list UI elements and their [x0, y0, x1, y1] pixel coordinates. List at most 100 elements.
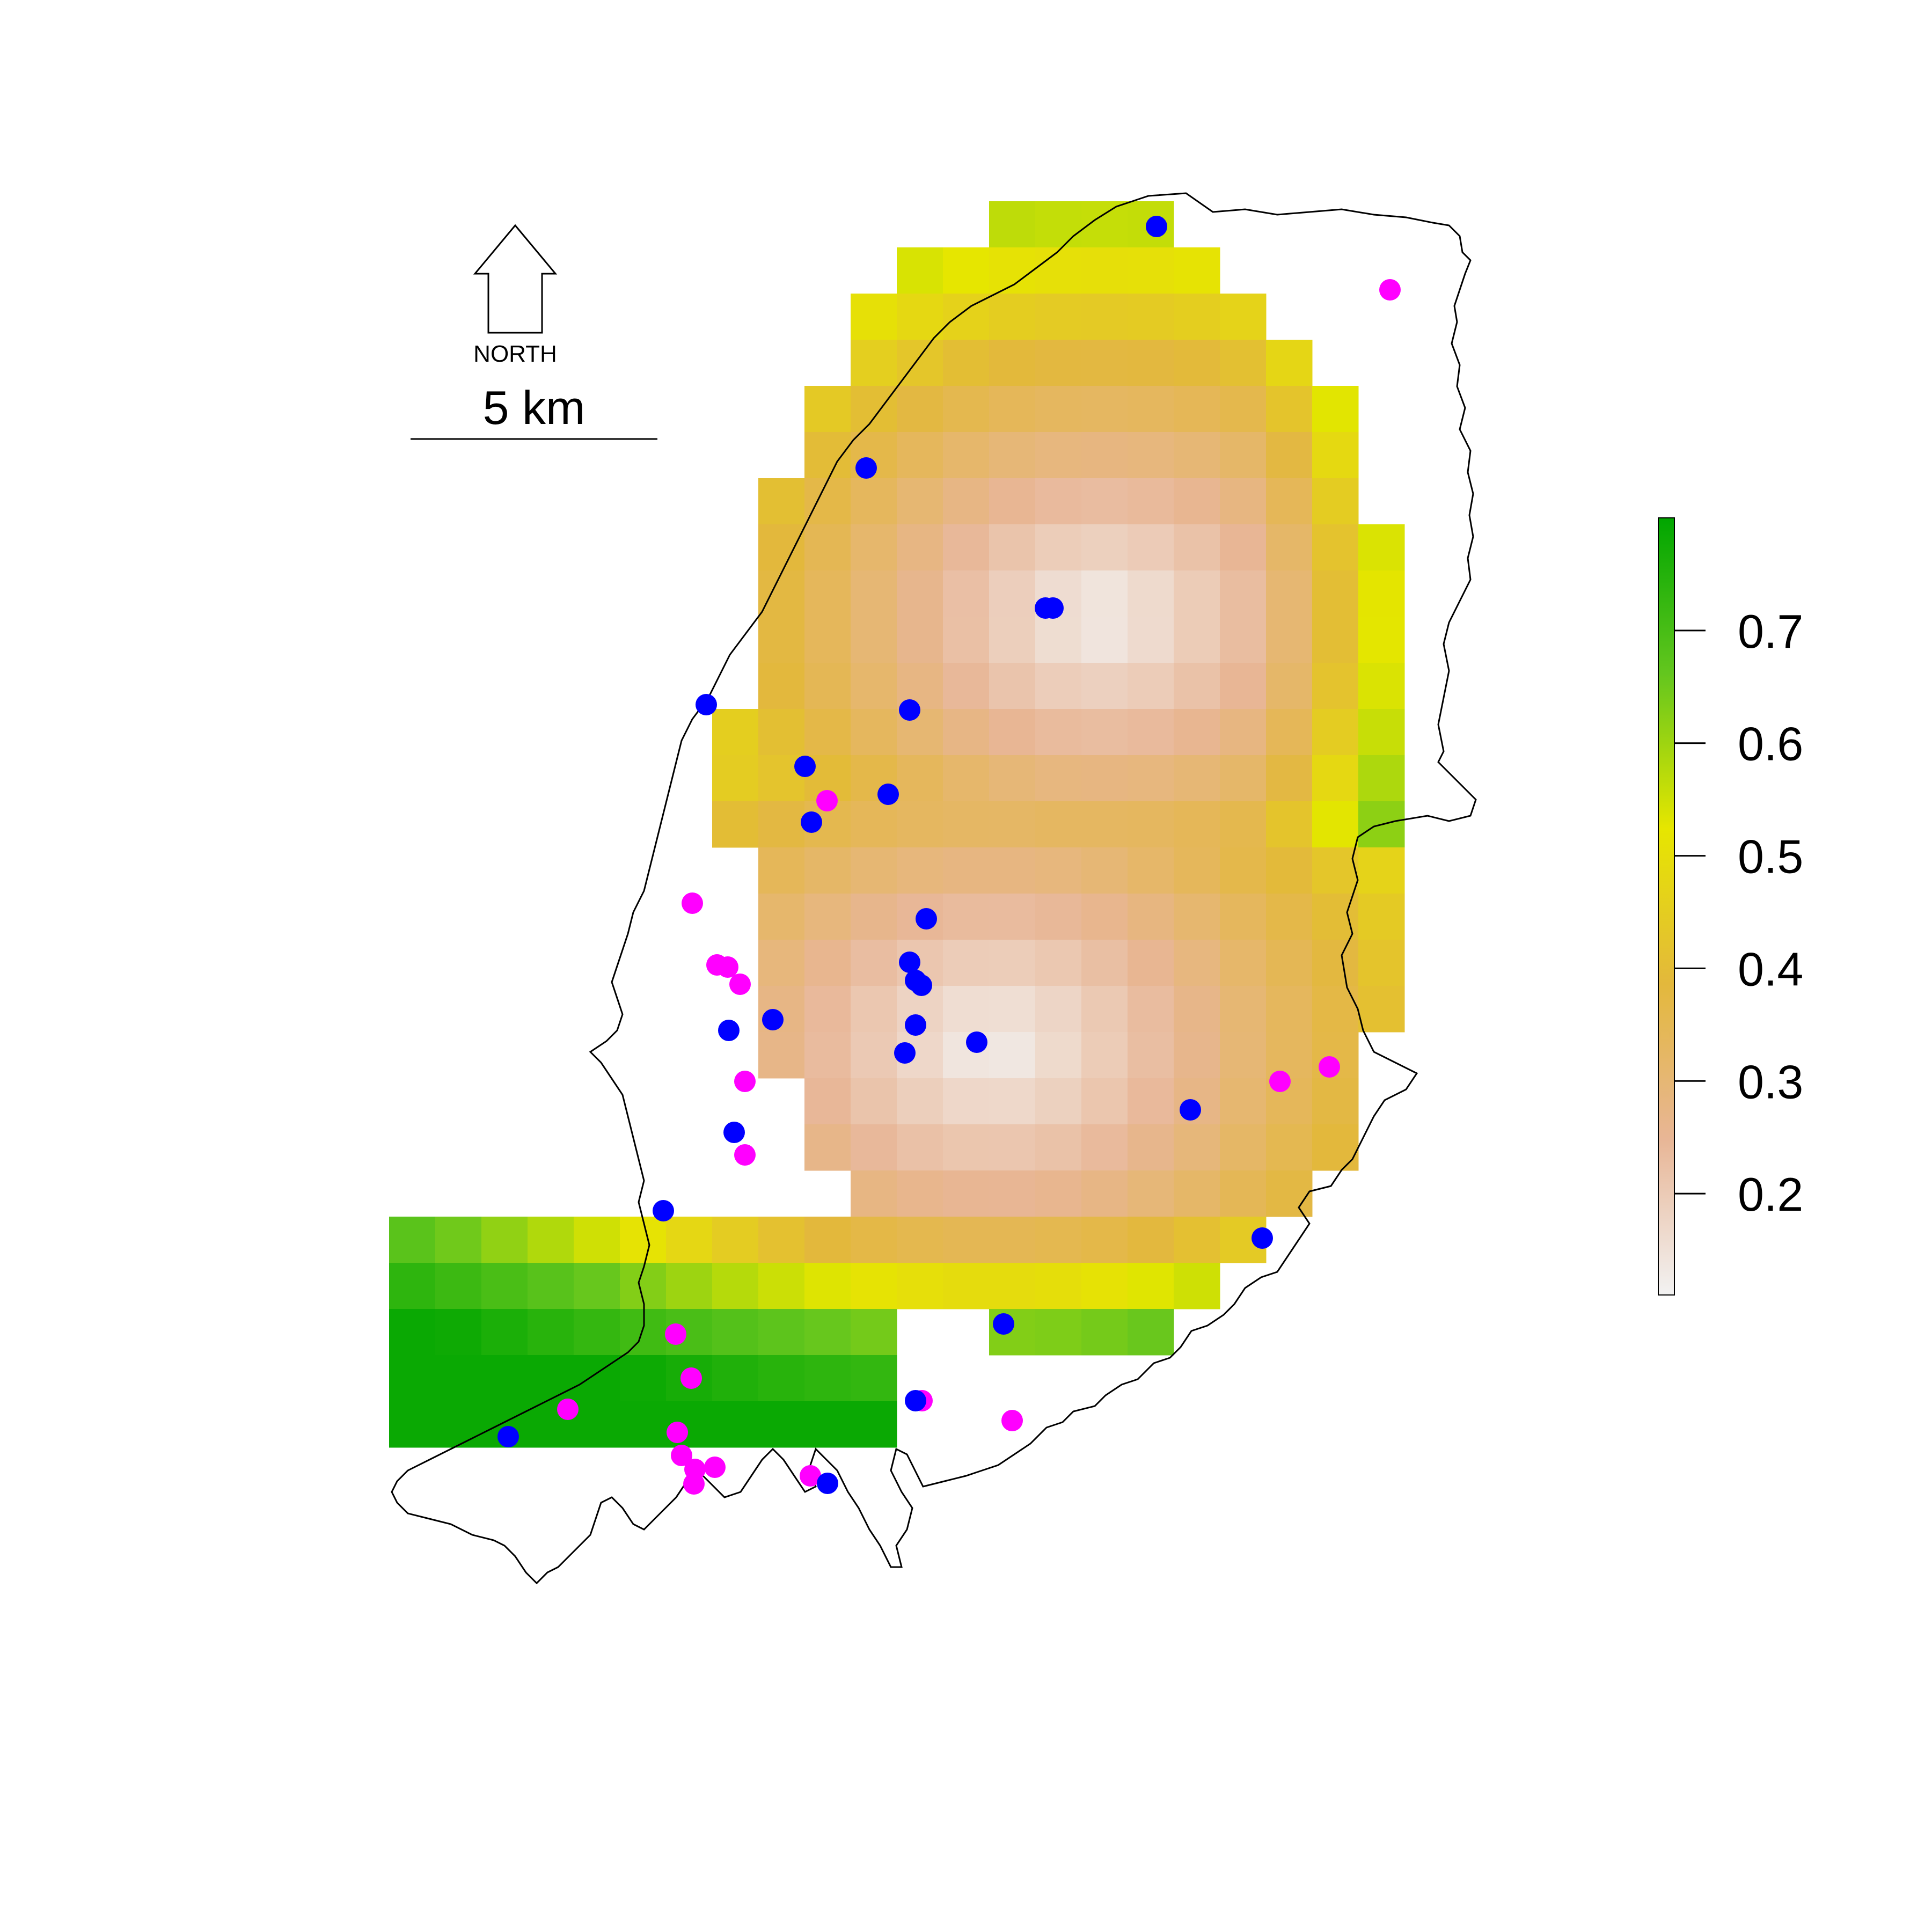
- raster-cell: [1174, 1124, 1220, 1171]
- raster-cell: [1312, 847, 1359, 894]
- scale-bar: 5 km: [411, 381, 657, 440]
- raster-cell: [1220, 386, 1267, 433]
- raster-cell: [1266, 1032, 1313, 1079]
- raster-cell: [989, 663, 1036, 709]
- raster-cell: [1266, 847, 1313, 894]
- raster-cell: [851, 1078, 897, 1125]
- raster-cell: [804, 940, 851, 986]
- raster-cell: [804, 1355, 851, 1402]
- raster-cell: [943, 709, 990, 756]
- sample-point-magenta: [667, 1422, 688, 1443]
- raster-cell: [1220, 986, 1267, 1033]
- raster-cell: [943, 986, 990, 1033]
- raster-cell: [1220, 432, 1267, 479]
- raster-cell: [1081, 1124, 1128, 1171]
- raster-cell: [989, 201, 1036, 248]
- raster-cell: [712, 755, 759, 802]
- raster-cell: [1266, 709, 1313, 756]
- raster-cell: [712, 1355, 759, 1402]
- sample-point-magenta: [800, 1465, 821, 1487]
- raster-cell: [1220, 755, 1267, 802]
- raster-cell: [1220, 709, 1267, 756]
- raster-cell: [758, 663, 805, 709]
- raster-cell: [804, 478, 851, 525]
- raster-cell: [758, 1401, 805, 1448]
- raster-cell: [989, 294, 1036, 340]
- legend-tick-label: 0.4: [1738, 942, 1803, 996]
- raster-cell: [1220, 1032, 1267, 1079]
- raster-cell: [989, 432, 1036, 479]
- legend-tick-label: 0.3: [1738, 1055, 1803, 1108]
- raster-cell: [989, 1217, 1036, 1263]
- raster-cell: [897, 755, 943, 802]
- raster-cell: [851, 1124, 897, 1171]
- raster-cell: [758, 1032, 805, 1079]
- raster-cell: [1035, 940, 1082, 986]
- raster-cell: [1081, 663, 1128, 709]
- raster-cell: [758, 570, 805, 617]
- raster-cell: [1035, 1309, 1082, 1356]
- raster-cell: [1174, 432, 1220, 479]
- raster-cell: [897, 617, 943, 663]
- raster-cell: [851, 1032, 897, 1079]
- raster-cell: [804, 1124, 851, 1171]
- raster-cell: [1128, 1217, 1174, 1263]
- raster-cell: [943, 940, 990, 986]
- raster-cell: [389, 1401, 436, 1448]
- raster-cell: [1128, 570, 1174, 617]
- raster-cell: [804, 386, 851, 433]
- raster-cell: [851, 801, 897, 848]
- sample-point-blue: [905, 1390, 926, 1411]
- sample-point-blue: [653, 1200, 674, 1221]
- raster-cell: [758, 847, 805, 894]
- raster-cell: [758, 617, 805, 663]
- raster-cell: [1128, 940, 1174, 986]
- raster-cell: [1266, 986, 1313, 1033]
- raster-cell: [851, 709, 897, 756]
- raster-cell: [1220, 617, 1267, 663]
- sample-point-blue: [916, 908, 937, 930]
- raster-cell: [1220, 801, 1267, 848]
- raster-cell: [574, 1263, 620, 1309]
- raster-cell: [851, 940, 897, 986]
- raster-cell: [1174, 801, 1220, 848]
- raster-cell: [1266, 524, 1313, 571]
- raster-cell: [943, 801, 990, 848]
- raster-cell: [1128, 663, 1174, 709]
- raster-cell: [1035, 386, 1082, 433]
- raster-cell: [481, 1263, 528, 1309]
- raster-cell: [1266, 1170, 1313, 1217]
- raster-cell: [1081, 1263, 1128, 1309]
- raster-cell: [1312, 1124, 1359, 1171]
- sample-point-magenta: [717, 956, 738, 978]
- raster-cell: [1174, 1217, 1220, 1263]
- raster-cell: [897, 386, 943, 433]
- raster-cell: [804, 894, 851, 940]
- raster-cell: [1128, 755, 1174, 802]
- sample-point-blue: [877, 784, 899, 805]
- raster-cell: [1174, 478, 1220, 525]
- raster-cell: [1220, 1124, 1267, 1171]
- raster-cell: [481, 1355, 528, 1402]
- raster-cell: [851, 386, 897, 433]
- raster-cell: [758, 709, 805, 756]
- sample-point-blue: [911, 975, 932, 996]
- raster-cell: [897, 524, 943, 571]
- raster-cell: [989, 247, 1036, 294]
- raster-cell: [851, 478, 897, 525]
- raster-cell: [943, 617, 990, 663]
- raster-cell: [943, 894, 990, 940]
- raster-cell: [989, 478, 1036, 525]
- raster-cell: [1081, 894, 1128, 940]
- raster-cell: [1128, 524, 1174, 571]
- raster-cell: [1266, 755, 1313, 802]
- raster-cell: [989, 940, 1036, 986]
- raster-cell: [1081, 1170, 1128, 1217]
- raster-cell: [1312, 617, 1359, 663]
- raster-cell: [1081, 524, 1128, 571]
- raster-cell: [804, 1217, 851, 1263]
- raster-cell: [620, 1217, 667, 1263]
- raster-cell: [1081, 432, 1128, 479]
- raster-cell: [1266, 617, 1313, 663]
- raster-cell: [1312, 801, 1359, 848]
